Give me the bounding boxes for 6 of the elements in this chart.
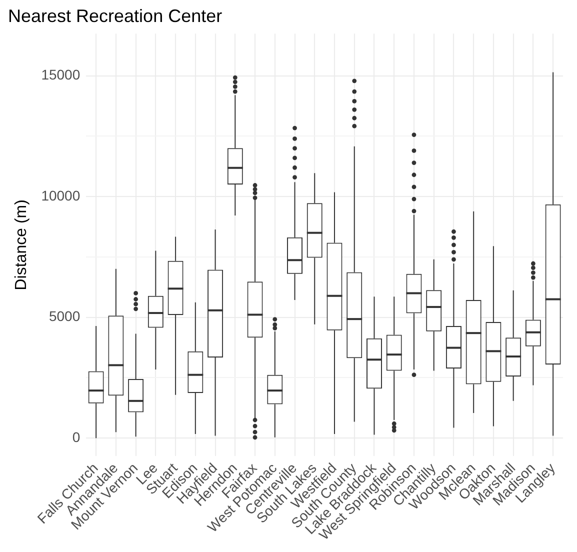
y-tick-label: 15000 (41, 66, 80, 83)
y-tick-label: 0 (72, 428, 80, 445)
y-tick-label: 10000 (41, 187, 80, 204)
chart-title: Nearest Recreation Center (8, 6, 222, 26)
y-axis-title: Distance (m) (13, 200, 30, 290)
y-tick-label: 5000 (48, 308, 80, 324)
